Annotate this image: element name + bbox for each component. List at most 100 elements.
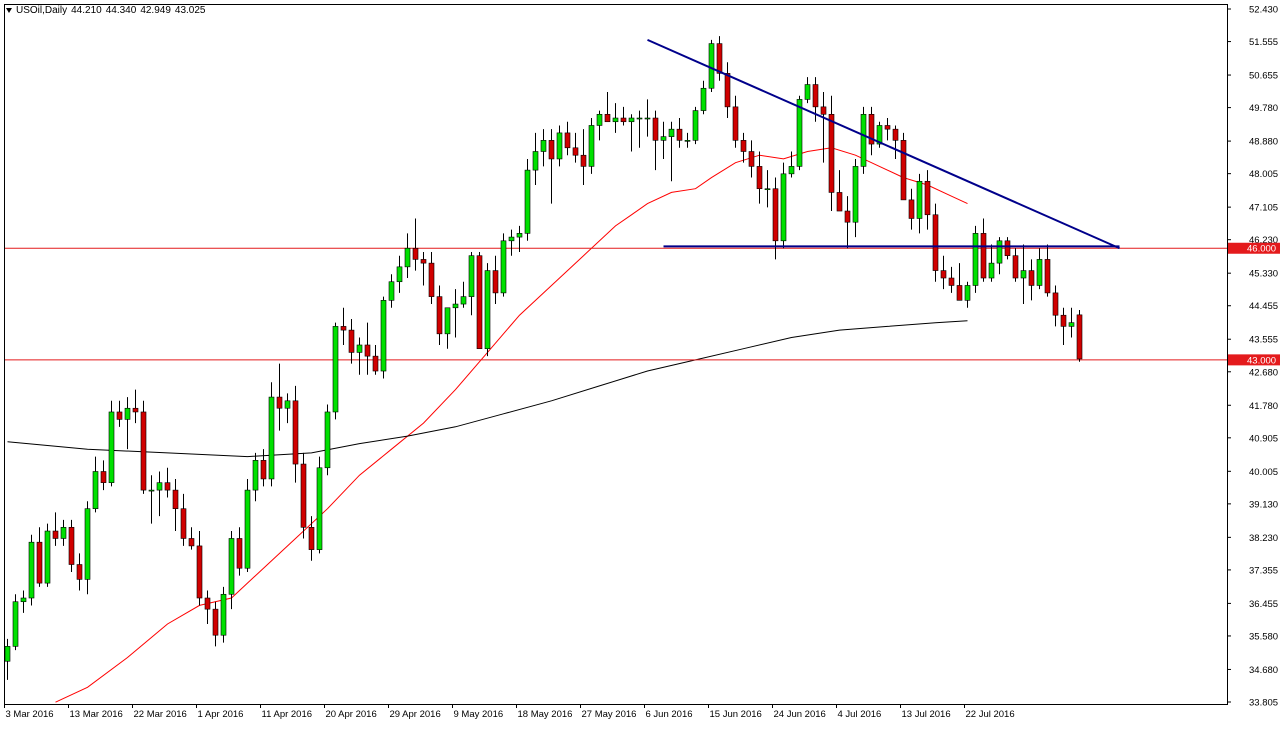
moving-average-line bbox=[7, 320, 968, 458]
y-tick-label: 36.455 bbox=[1249, 599, 1278, 610]
candle-body bbox=[460, 296, 467, 305]
candle-body bbox=[164, 482, 171, 491]
x-tick-label: 11 Apr 2016 bbox=[262, 709, 313, 720]
candle-body bbox=[796, 99, 803, 167]
candle-body bbox=[780, 173, 787, 242]
candles bbox=[4, 36, 1083, 680]
close-value: 43.025 bbox=[174, 5, 206, 16]
y-tick-label: 45.330 bbox=[1249, 269, 1278, 280]
candle-body bbox=[932, 214, 939, 271]
candle-body bbox=[332, 326, 339, 413]
y-tick-label: 35.580 bbox=[1249, 631, 1278, 642]
open-value: 44.210 bbox=[71, 5, 102, 16]
x-tick-label: 22 Mar 2016 bbox=[134, 709, 187, 720]
y-axis: 52.430 51.555 50.655 49.780 48.880 48.005 47.1… bbox=[1227, 5, 1278, 709]
y-tick-label: 38.230 bbox=[1249, 533, 1278, 544]
y-tick-label: 37.355 bbox=[1249, 565, 1278, 576]
y-tick-label: 50.655 bbox=[1249, 71, 1278, 82]
y-tick-label: 34.680 bbox=[1249, 665, 1278, 676]
candle-body bbox=[636, 117, 643, 120]
candle-body bbox=[396, 266, 403, 283]
candle-body bbox=[524, 169, 531, 234]
candle-body bbox=[1012, 255, 1019, 279]
price-level-label: 43.000 bbox=[1247, 355, 1276, 366]
candle-body bbox=[820, 106, 827, 115]
candle-body bbox=[996, 240, 1003, 264]
y-tick-label: 49.780 bbox=[1249, 103, 1278, 114]
candle-body bbox=[588, 125, 595, 167]
x-tick-label: 24 Jun 2016 bbox=[774, 709, 826, 720]
high-value: 44.340 bbox=[105, 5, 137, 16]
candle-body bbox=[532, 151, 539, 171]
candle-body bbox=[428, 262, 435, 297]
x-tick-label: 22 Jul 2016 bbox=[966, 709, 1015, 720]
candle-body bbox=[660, 136, 667, 141]
candle-body bbox=[1060, 314, 1067, 327]
candle-body bbox=[172, 489, 179, 510]
candle-body bbox=[676, 128, 683, 141]
candle-body bbox=[884, 125, 891, 130]
x-tick-label: 18 May 2016 bbox=[518, 709, 573, 720]
candle-body bbox=[1020, 270, 1027, 279]
candle-body bbox=[444, 307, 451, 335]
y-tick-label: 39.130 bbox=[1249, 499, 1278, 510]
candle-body bbox=[900, 140, 907, 201]
candle-body bbox=[748, 151, 755, 167]
y-tick-label: 46.230 bbox=[1249, 235, 1278, 246]
moving-averages bbox=[7, 147, 968, 703]
candle-body bbox=[308, 527, 315, 550]
y-tick-label: 42.680 bbox=[1249, 367, 1278, 378]
candle-body bbox=[916, 180, 923, 219]
candle-body bbox=[380, 300, 387, 372]
x-tick-label: 15 Jun 2016 bbox=[710, 709, 762, 720]
candle-body bbox=[1004, 240, 1011, 256]
y-tick-label: 41.780 bbox=[1249, 401, 1278, 412]
trendline[interactable] bbox=[647, 38, 1120, 250]
candle-body bbox=[732, 106, 739, 141]
y-tick-label: 52.430 bbox=[1249, 5, 1278, 16]
candle-body bbox=[644, 117, 651, 120]
candle-body bbox=[540, 140, 547, 152]
candle-body bbox=[156, 482, 163, 491]
candle-body bbox=[596, 113, 603, 126]
price-level-box bbox=[1228, 242, 1280, 254]
candle-body bbox=[956, 285, 963, 301]
candle-body bbox=[100, 471, 107, 483]
x-tick-label: 6 Jun 2016 bbox=[646, 709, 693, 720]
candle-body bbox=[708, 43, 715, 89]
candle-body bbox=[652, 117, 659, 141]
candle-body bbox=[948, 277, 955, 286]
candle-body bbox=[356, 344, 363, 353]
symbol-label: USOil,Daily bbox=[16, 5, 68, 16]
candle-body bbox=[788, 166, 795, 175]
candle-body bbox=[84, 508, 91, 580]
moving-average-line bbox=[55, 147, 968, 703]
candle-body bbox=[476, 255, 483, 350]
candle-body bbox=[364, 344, 371, 357]
candle-body bbox=[612, 117, 619, 123]
dropdown-triangle-icon[interactable] bbox=[6, 7, 12, 13]
candle-body bbox=[436, 296, 443, 335]
candle-body bbox=[252, 460, 259, 491]
candle-body bbox=[68, 527, 75, 565]
candle-body bbox=[4, 646, 11, 662]
candle-body bbox=[572, 147, 579, 156]
candle-body bbox=[44, 530, 51, 584]
candle-body bbox=[148, 489, 155, 492]
candle-body bbox=[212, 608, 219, 636]
candle-body bbox=[876, 125, 883, 145]
candle-body bbox=[300, 463, 307, 528]
x-tick-label: 13 Mar 2016 bbox=[70, 709, 123, 720]
candle-body bbox=[196, 545, 203, 599]
x-tick-label: 1 Apr 2016 bbox=[198, 709, 244, 720]
candle-body bbox=[372, 355, 379, 372]
y-tick-label: 48.005 bbox=[1249, 169, 1278, 180]
candle-body bbox=[844, 210, 851, 223]
price-level-label: 46.000 bbox=[1247, 244, 1276, 255]
x-tick-label: 20 Apr 2016 bbox=[326, 709, 377, 720]
candle-body bbox=[284, 400, 291, 409]
candle-body bbox=[836, 192, 843, 212]
candle-body bbox=[772, 188, 779, 242]
candle-body bbox=[548, 140, 555, 160]
